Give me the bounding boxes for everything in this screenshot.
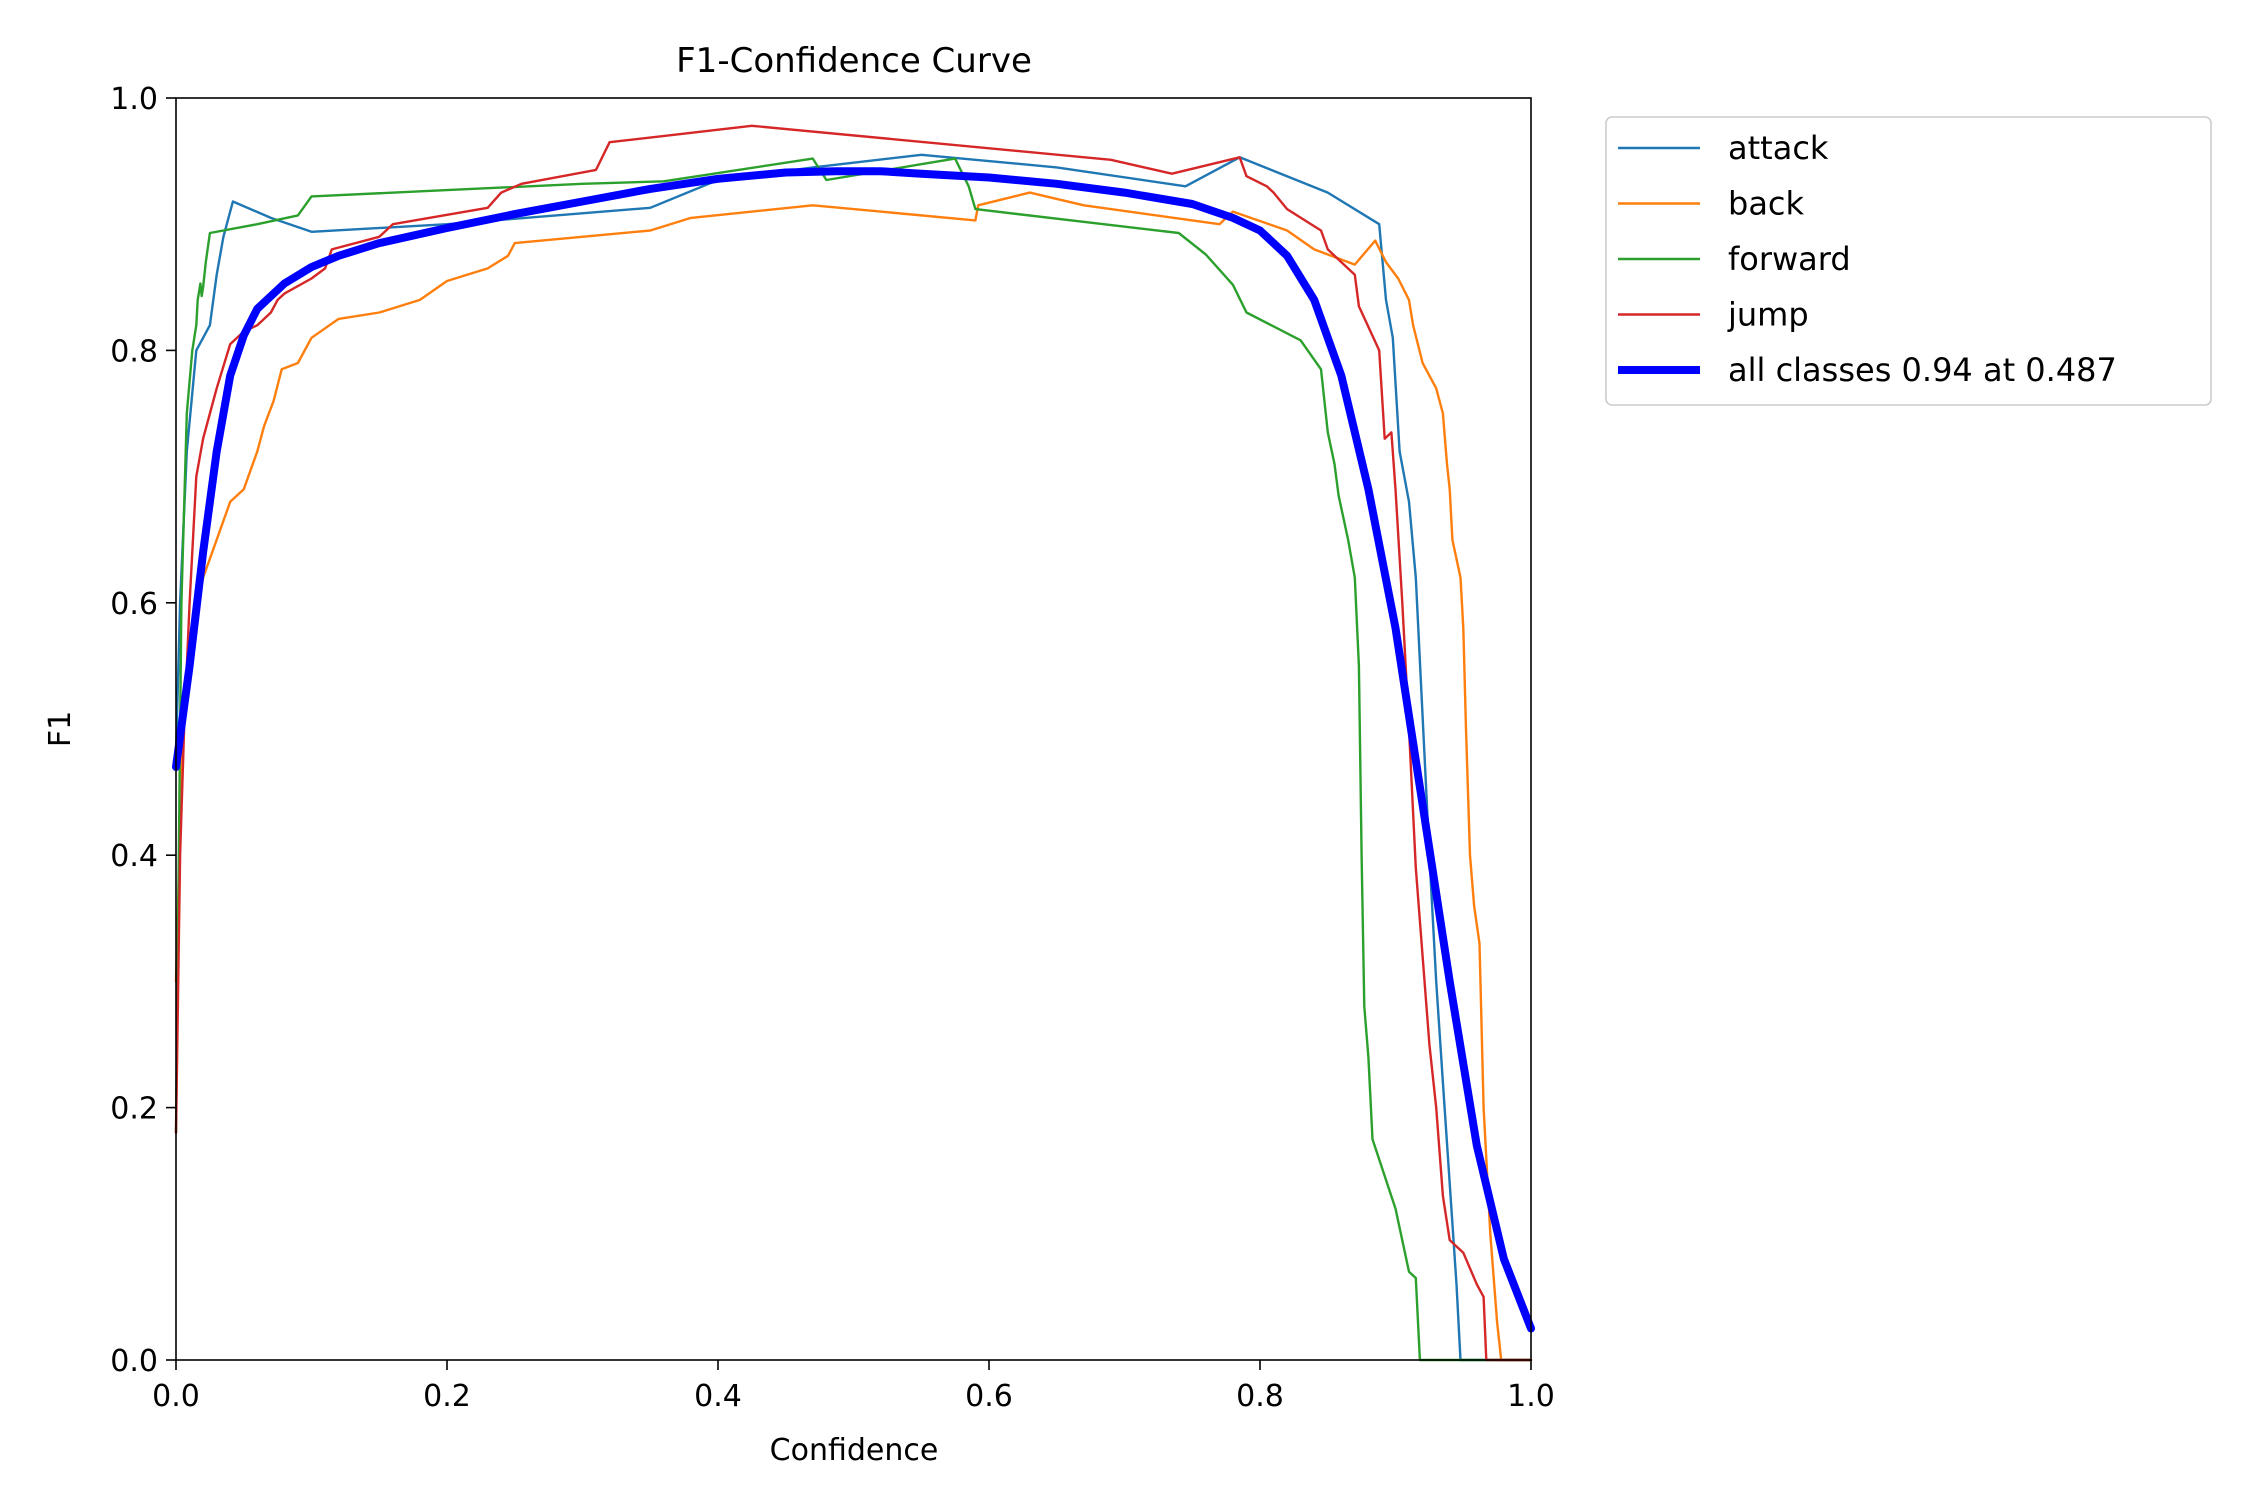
legend-label-attack: attack (1728, 129, 1829, 167)
legend-label-jump: jump (1727, 296, 1809, 334)
x-tick-label: 0.8 (1236, 1379, 1284, 1414)
y-tick-label: 0.8 (110, 334, 158, 369)
x-axis-label: Confidence (770, 1433, 939, 1468)
x-tick-label: 0.2 (423, 1379, 471, 1414)
series-line-forward (174, 157, 1533, 1362)
legend-label-back: back (1728, 185, 1805, 223)
plot-frame (175, 97, 1532, 1361)
series-line-all-classes-0-94-at-0-487 (172, 167, 1535, 1333)
legend-box (1605, 116, 2212, 406)
series-layer (172, 124, 1535, 1362)
x-tick-label: 0.6 (965, 1379, 1013, 1414)
chart-title: F1-Confidence Curve (676, 41, 1032, 81)
x-tick-label: 0.0 (152, 1379, 200, 1414)
legend: attack back forward jump all classes 0.94 at… (1605, 116, 2212, 406)
x-tick-label: 1.0 (1507, 1379, 1555, 1414)
series-line-attack (174, 153, 1533, 1362)
plot-area (176, 98, 1531, 1360)
x-axis: 0.0 0.2 0.4 0.6 0.8 1.0 (152, 1360, 1555, 1414)
y-axis: 0.0 0.2 0.4 0.6 0.8 1.0 (110, 82, 176, 1379)
y-tick-label: 0.0 (110, 1344, 158, 1379)
y-tick-label: 1.0 (110, 82, 158, 117)
y-tick-label: 0.2 (110, 1092, 158, 1127)
legend-label-forward: forward (1728, 240, 1851, 278)
y-tick-label: 0.6 (110, 587, 158, 622)
series-line-back (174, 191, 1533, 1362)
y-axis-label: F1 (43, 711, 78, 747)
legend-label-all-classes-0-94-at-0-487: all classes 0.94 at 0.487 (1728, 351, 2117, 389)
x-tick-label: 0.4 (694, 1379, 742, 1414)
y-tick-label: 0.4 (110, 839, 158, 874)
